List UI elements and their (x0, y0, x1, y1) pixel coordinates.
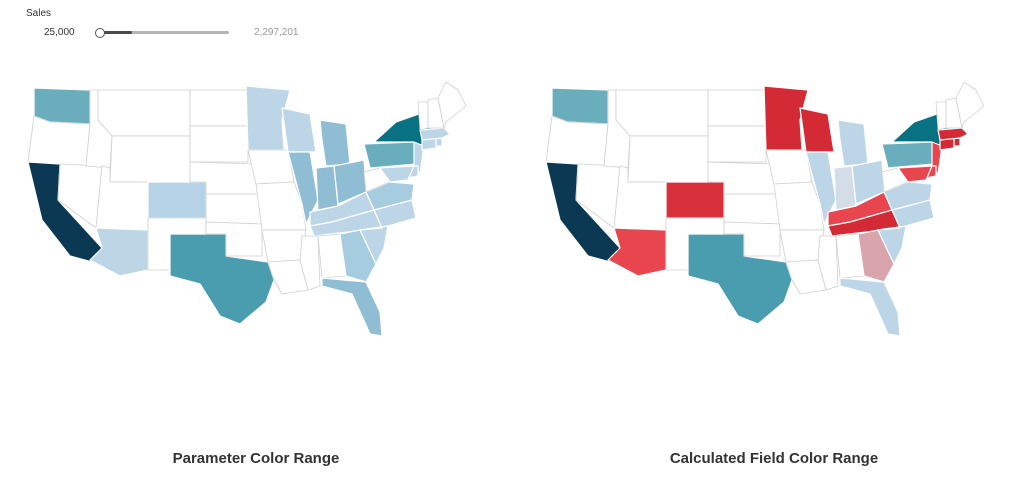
state-wi[interactable] (281, 107, 317, 153)
state-ga[interactable] (857, 229, 895, 283)
slider-track[interactable] (99, 31, 229, 34)
filter-max-label: 2,297,201 (254, 27, 299, 38)
state-ma[interactable] (419, 127, 451, 141)
state-ri[interactable] (435, 137, 443, 147)
state-pa[interactable] (363, 141, 417, 169)
us-map-left[interactable] (20, 80, 470, 340)
state-wa[interactable] (33, 87, 91, 125)
state-fl[interactable] (321, 277, 383, 337)
state-ms[interactable] (299, 235, 321, 291)
state-mt[interactable] (615, 89, 709, 137)
map-calculated-field-color-range[interactable] (538, 80, 988, 340)
state-ia[interactable] (247, 149, 295, 185)
state-ga[interactable] (339, 229, 377, 283)
state-ri[interactable] (953, 137, 961, 147)
state-ar[interactable] (779, 229, 825, 263)
state-fl[interactable] (839, 277, 901, 337)
state-ma[interactable] (937, 127, 969, 141)
state-mi[interactable] (319, 119, 351, 167)
state-mn[interactable] (245, 85, 291, 151)
slider-selected-range (99, 31, 132, 34)
state-wy[interactable] (109, 135, 191, 183)
state-ks[interactable] (205, 193, 263, 225)
sales-filter: Sales 25,000 2,297,201 (26, 8, 326, 48)
state-sd[interactable] (707, 125, 767, 163)
sales-range-slider[interactable] (95, 28, 229, 38)
state-co[interactable] (147, 181, 207, 219)
state-or[interactable] (27, 115, 91, 167)
state-ar[interactable] (261, 229, 307, 263)
map-parameter-color-range[interactable] (20, 80, 470, 340)
state-ms[interactable] (817, 235, 839, 291)
state-md[interactable] (897, 165, 933, 183)
state-nd[interactable] (707, 89, 767, 127)
state-co[interactable] (665, 181, 725, 219)
state-sd[interactable] (189, 125, 249, 163)
state-mi[interactable] (837, 119, 869, 167)
state-la[interactable] (785, 259, 827, 295)
state-me[interactable] (437, 81, 467, 129)
state-wi[interactable] (799, 107, 835, 153)
state-md[interactable] (379, 165, 415, 183)
state-az[interactable] (89, 227, 149, 277)
us-map-right[interactable] (538, 80, 988, 340)
filter-title: Sales (26, 8, 52, 19)
state-wa[interactable] (551, 87, 609, 125)
state-mn[interactable] (763, 85, 809, 151)
state-la[interactable] (267, 259, 309, 295)
state-or[interactable] (545, 115, 609, 167)
state-vt[interactable] (935, 101, 947, 131)
state-vt[interactable] (417, 101, 429, 131)
state-pa[interactable] (881, 141, 935, 169)
state-az[interactable] (607, 227, 667, 277)
state-ia[interactable] (765, 149, 813, 185)
state-mt[interactable] (97, 89, 191, 137)
slider-handle-low[interactable] (95, 28, 105, 38)
state-me[interactable] (955, 81, 985, 129)
map-title-left: Parameter Color Range (172, 450, 340, 467)
state-wy[interactable] (627, 135, 709, 183)
filter-min-label: 25,000 (44, 27, 75, 38)
state-ks[interactable] (723, 193, 781, 225)
state-nd[interactable] (189, 89, 249, 127)
map-title-right: Calculated Field Color Range (669, 450, 879, 467)
